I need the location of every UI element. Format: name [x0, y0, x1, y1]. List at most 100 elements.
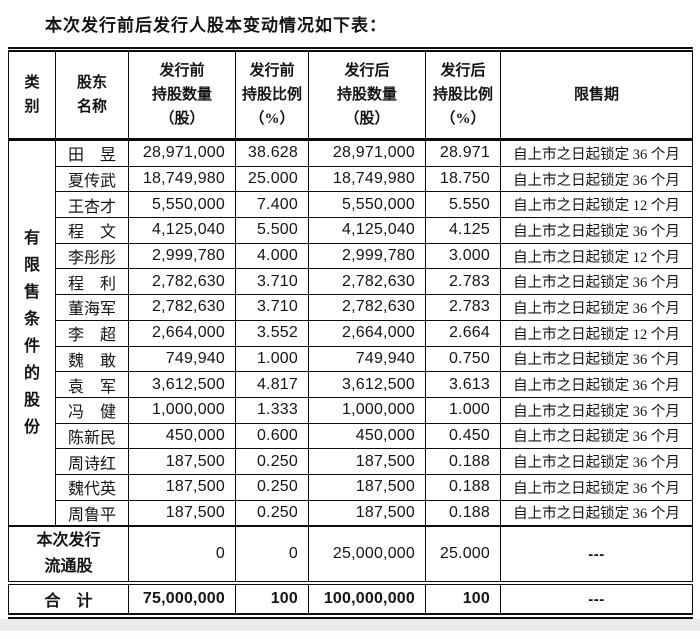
- lockup-period: 自上市之日起锁定 36 个月: [500, 345, 693, 373]
- shareholder-name: 袁军: [55, 371, 129, 398]
- pre-issue-quantity: 2,664,000: [128, 319, 236, 347]
- post-issue-quantity: 187,500: [308, 499, 426, 527]
- pre-issue-ratio: 38.628: [235, 139, 309, 167]
- header-lockup-period: 限售期: [500, 49, 693, 141]
- new-issue-pre-ratio: 0: [235, 525, 309, 584]
- share-change-table: 类 别 股东 名称 发行前 持股数量 （股） 发行前 持股比例 （%） 发行后 …: [8, 47, 693, 620]
- shareholder-name: 周鲁平: [55, 499, 129, 527]
- shareholder-name: 冯健: [55, 396, 129, 424]
- lockup-period: 自上市之日起锁定 36 个月: [500, 448, 693, 475]
- pre-issue-ratio: 5.500: [235, 217, 309, 244]
- post-issue-quantity: 1,000,000: [308, 396, 426, 424]
- pre-issue-ratio: 4.817: [235, 371, 309, 398]
- total-post-ratio: 100: [425, 581, 501, 617]
- page-title: 本次发行前后发行人股本变动情况如下表：: [45, 16, 387, 35]
- pre-issue-quantity: 187,500: [128, 448, 236, 475]
- category-label: 有限售条件的股份: [23, 230, 40, 437]
- category-cell-restricted-shares: 有限售条件的股份: [8, 139, 56, 527]
- post-issue-ratio: 0.188: [425, 499, 501, 527]
- post-issue-quantity: 5,550,000: [308, 191, 426, 219]
- pre-issue-ratio: 7.400: [235, 191, 309, 219]
- lockup-period: 自上市之日起锁定 36 个月: [500, 396, 693, 424]
- header-pre-issue-quantity: 发行前 持股数量 （股）: [128, 49, 236, 141]
- pre-issue-quantity: 4,125,040: [128, 217, 236, 244]
- pre-issue-quantity: 28,971,000: [128, 139, 236, 167]
- header-row: 类 别 股东 名称 发行前 持股数量 （股） 发行前 持股比例 （%） 发行后 …: [8, 49, 693, 141]
- post-issue-ratio: 28.971: [425, 139, 501, 167]
- shareholder-row: 李超 2,664,000 3.552 2,664,000 2.664 自上市之日…: [9, 319, 693, 347]
- lockup-period: 自上市之日起锁定 36 个月: [500, 499, 693, 527]
- shareholder-name: 程文: [55, 217, 129, 244]
- post-issue-ratio: 3.000: [425, 242, 501, 270]
- pre-issue-quantity: 749,940: [128, 345, 236, 373]
- pre-issue-ratio: 0.250: [235, 448, 309, 475]
- shareholder-name: 魏敢: [55, 345, 129, 373]
- pre-issue-quantity: 5,550,000: [128, 191, 236, 219]
- total-row: 合 计 75,000,000 100 100,000,000 100 ---: [8, 581, 693, 617]
- shareholder-row: 魏敢 749,940 1.000 749,940 0.750 自上市之日起锁定 …: [9, 345, 693, 373]
- page-bottom-strip: [0, 619, 700, 632]
- header-shareholder-name: 股东 名称: [55, 49, 129, 141]
- post-issue-ratio: 5.550: [425, 191, 501, 219]
- header-pre-issue-ratio: 发行前 持股比例 （%）: [235, 49, 309, 141]
- shareholder-row: 程利 2,782,630 3.710 2,782,630 2.783 自上市之日…: [9, 268, 693, 296]
- post-issue-ratio: 0.188: [425, 473, 501, 501]
- shareholder-row: 王杏才 5,550,000 7.400 5,550,000 5.550 自上市之…: [9, 191, 693, 219]
- pre-issue-quantity: 2,782,630: [128, 268, 236, 296]
- pre-issue-ratio: 0.250: [235, 499, 309, 527]
- post-issue-ratio: 1.000: [425, 396, 501, 424]
- lockup-period: 自上市之日起锁定 12 个月: [500, 191, 693, 219]
- new-issue-post-quantity: 25,000,000: [308, 525, 426, 584]
- shareholder-row: 冯健 1,000,000 1.333 1,000,000 1.000 自上市之日…: [9, 396, 693, 424]
- total-lockup: ---: [500, 581, 693, 617]
- post-issue-quantity: 2,782,630: [308, 268, 426, 296]
- shareholder-row: 陈新民 450,000 0.600 450,000 0.450 自上市之日起锁定…: [9, 422, 693, 450]
- post-issue-ratio: 4.125: [425, 217, 501, 244]
- shareholder-row: 夏传武 18,749,980 25.000 18,749,980 18.750 …: [9, 165, 693, 193]
- shareholder-row: 董海军 2,782,630 3.710 2,782,630 2.783 自上市之…: [9, 294, 693, 321]
- lockup-period: 自上市之日起锁定 36 个月: [500, 294, 693, 321]
- post-issue-quantity: 28,971,000: [308, 139, 426, 167]
- lockup-period: 自上市之日起锁定 36 个月: [500, 139, 693, 167]
- shareholder-name: 李彤彤: [55, 242, 129, 270]
- post-issue-quantity: 187,500: [308, 473, 426, 501]
- post-issue-ratio: 0.450: [425, 422, 501, 450]
- lockup-period: 自上市之日起锁定 36 个月: [500, 422, 693, 450]
- shareholder-row: 袁军 3,612,500 4.817 3,612,500 3.613 自上市之日…: [9, 371, 693, 398]
- shareholder-row: 程文 4,125,040 5.500 4,125,040 4.125 自上市之日…: [9, 217, 693, 244]
- pre-issue-quantity: 187,500: [128, 499, 236, 527]
- post-issue-ratio: 0.188: [425, 448, 501, 475]
- shareholder-name: 李超: [55, 319, 129, 347]
- post-issue-quantity: 450,000: [308, 422, 426, 450]
- shareholder-name: 程利: [55, 268, 129, 296]
- post-issue-quantity: 2,999,780: [308, 242, 426, 270]
- shareholder-name: 董海军: [55, 294, 129, 321]
- shareholder-row: 有限售条件的股份 田昱 28,971,000 38.628 28,971,000 …: [8, 139, 693, 527]
- pre-issue-ratio: 0.250: [235, 473, 309, 501]
- post-issue-quantity: 2,782,630: [308, 294, 426, 321]
- pre-issue-quantity: 2,999,780: [128, 242, 236, 270]
- post-issue-quantity: 749,940: [308, 345, 426, 373]
- pre-issue-ratio: 1.333: [235, 396, 309, 424]
- post-issue-quantity: 4,125,040: [308, 217, 426, 244]
- lockup-period: 自上市之日起锁定 36 个月: [500, 217, 693, 244]
- new-issue-pre-quantity: 0: [128, 525, 236, 584]
- shareholder-row: 周鲁平 187,500 0.250 187,500 0.188 自上市之日起锁定…: [9, 499, 693, 527]
- post-issue-ratio: 2.783: [425, 294, 501, 321]
- shareholder-row: 李彤彤 2,999,780 4.000 2,999,780 3.000 自上市之…: [9, 242, 693, 270]
- pre-issue-quantity: 1,000,000: [128, 396, 236, 424]
- post-issue-ratio: 2.783: [425, 268, 501, 296]
- total-post-quantity: 100,000,000: [308, 581, 426, 617]
- pre-issue-quantity: 187,500: [128, 473, 236, 501]
- post-issue-quantity: 2,664,000: [308, 319, 426, 347]
- lockup-period: 自上市之日起锁定 36 个月: [500, 268, 693, 296]
- new-issue-post-ratio: 25.000: [425, 525, 501, 584]
- new-issue-label: 本次发行 流通股: [8, 525, 129, 584]
- post-issue-ratio: 2.664: [425, 319, 501, 347]
- lockup-period: 自上市之日起锁定 36 个月: [500, 165, 693, 193]
- post-issue-ratio: 18.750: [425, 165, 501, 193]
- pre-issue-ratio: 3.710: [235, 268, 309, 296]
- pre-issue-ratio: 3.710: [235, 294, 309, 321]
- new-issue-row: 本次发行 流通股 0 0 25,000,000 25.000 ---: [8, 525, 693, 584]
- total-pre-quantity: 75,000,000: [128, 581, 236, 617]
